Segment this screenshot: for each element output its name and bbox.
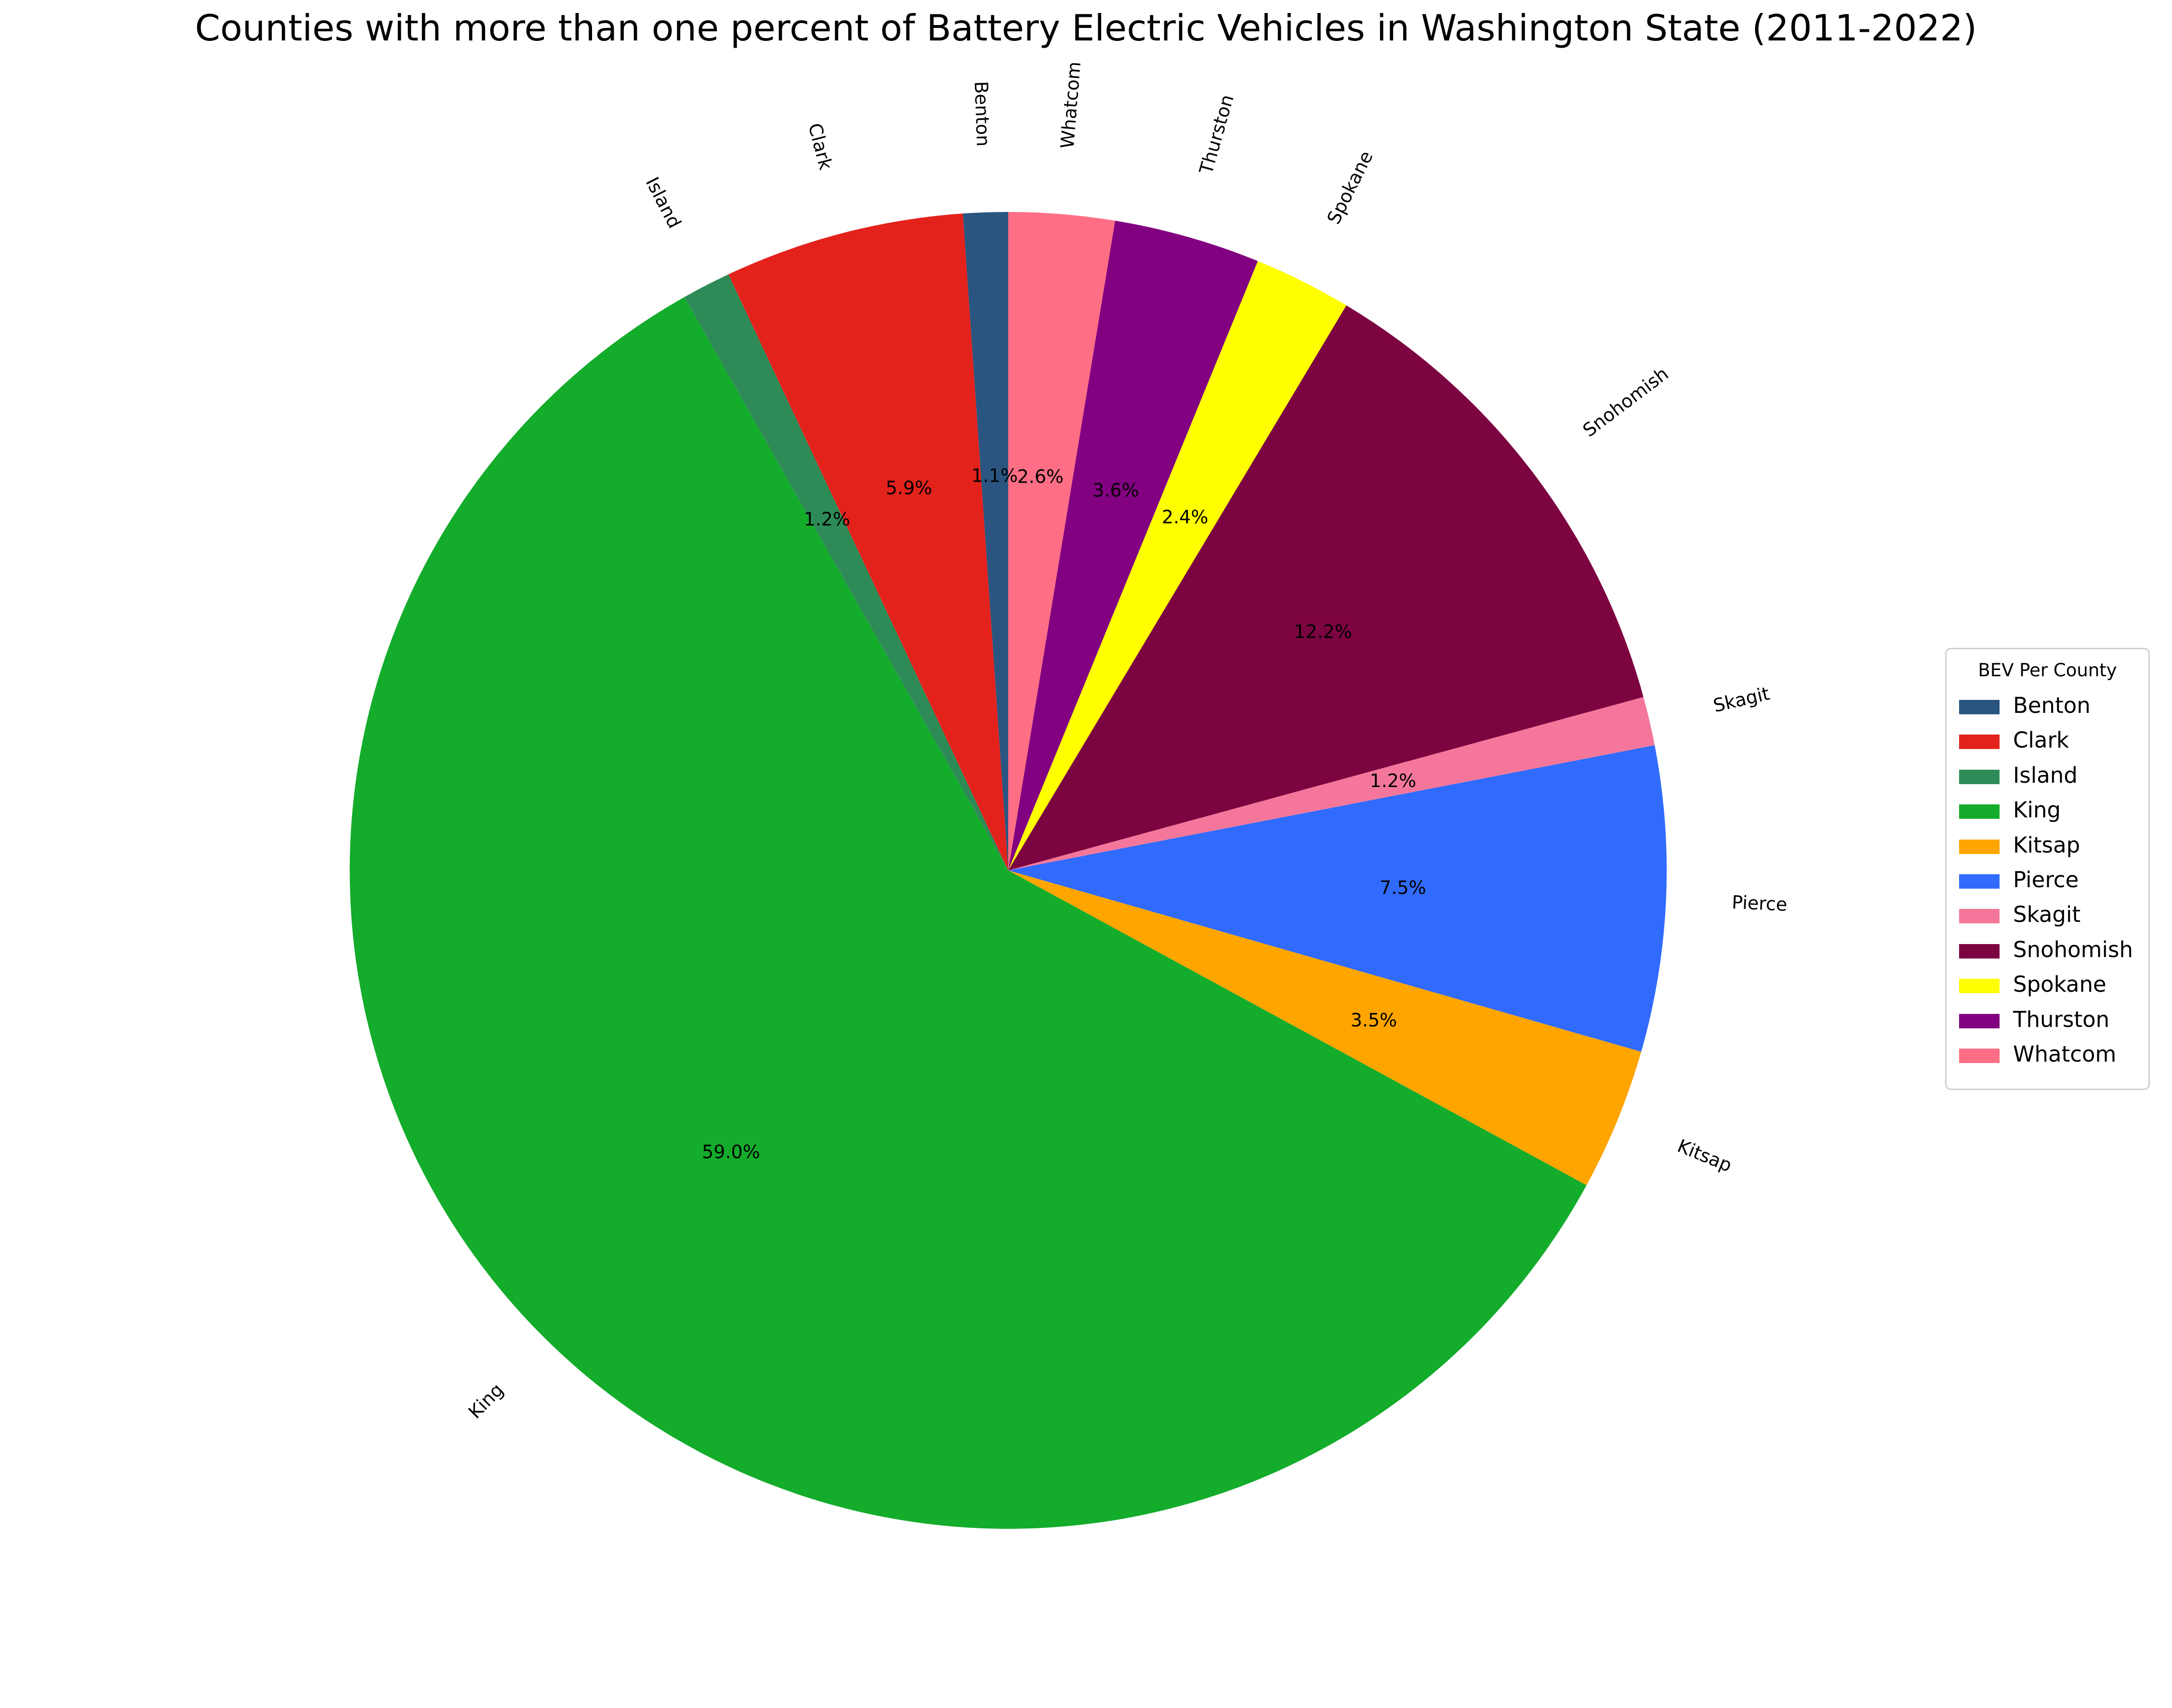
legend-item-king: King	[1959, 796, 2142, 831]
pct-label-whatcom: 2.6%	[1017, 466, 1064, 487]
slice-label-pierce: Pierce	[1731, 892, 1788, 915]
slice-skagit	[1008, 696, 1655, 870]
legend-label-skagit: Skagit	[2013, 902, 2081, 928]
legend-label-benton: Benton	[2013, 693, 2091, 718]
slice-label-island: Island	[642, 173, 685, 232]
slice-spokane	[1008, 261, 1346, 871]
slice-label-clark: Clark	[804, 121, 836, 172]
legend-swatch-clark	[1959, 735, 2000, 749]
legend-item-spokane: Spokane	[1959, 971, 2142, 1005]
legend-label-island: Island	[2013, 762, 2078, 788]
legend-swatch-island	[1959, 769, 2000, 784]
slice-clark	[728, 213, 1008, 870]
legend-label-snohomish: Snohomish	[2013, 936, 2133, 962]
pct-label-clark: 5.9%	[886, 477, 933, 499]
legend-swatch-king	[1959, 804, 2000, 819]
slice-label-benton: Benton	[970, 81, 994, 147]
slice-island	[684, 274, 1008, 870]
percent-labels: 1.1% 5.9% 1.2% 59.0% 3.5% 7.5% 1.2% 12.2% 2.4% 3.…	[702, 465, 1426, 1162]
legend: BEV Per County Benton Clark Island King Kits…	[1945, 648, 2150, 1090]
pie-slices	[350, 212, 1667, 1529]
pct-label-spokane: 2.4%	[1162, 507, 1209, 528]
slice-whatcom	[1008, 212, 1115, 870]
legend-item-pierce: Pierce	[1959, 866, 2142, 901]
legend-label-kitsap: Kitsap	[2013, 832, 2080, 858]
slice-label-thurston: Thurston	[1195, 92, 1238, 177]
legend-label-pierce: Pierce	[2013, 867, 2079, 893]
slice-label-kitsap: Kitsap	[1674, 1135, 1735, 1176]
legend-title: BEV Per County	[1978, 660, 2117, 681]
pct-label-pierce: 7.5%	[1380, 877, 1426, 898]
slice-label-king: King	[464, 1379, 508, 1423]
pct-label-skagit: 1.2%	[1370, 770, 1417, 791]
legend-label-clark: Clark	[2013, 727, 2069, 753]
legend-item-kitsap: Kitsap	[1959, 831, 2142, 866]
legend-swatch-thurston	[1959, 1013, 2000, 1028]
legend-item-benton: Benton	[1959, 692, 2142, 726]
legend-swatch-whatcom	[1959, 1049, 2000, 1063]
slice-benton	[962, 212, 1008, 870]
legend-item-island: Island	[1959, 762, 2142, 796]
legend-item-thurston: Thurston	[1959, 1006, 2142, 1040]
legend-swatch-kitsap	[1959, 839, 2000, 854]
legend-swatch-benton	[1959, 700, 2000, 714]
chart-title: Counties with more than one percent of B…	[195, 7, 1977, 49]
legend-label-spokane: Spokane	[2013, 972, 2106, 998]
legend-label-thurston: Thurston	[2013, 1006, 2110, 1032]
legend-swatch-snohomish	[1959, 944, 2000, 959]
slice-label-spokane: Spokane	[1323, 147, 1377, 227]
legend-label-king: King	[2013, 797, 2061, 823]
legend-item-skagit: Skagit	[1959, 901, 2142, 935]
pct-label-snohomish: 12.2%	[1294, 621, 1352, 642]
pct-label-thurston: 3.6%	[1093, 480, 1139, 501]
legend-item-clark: Clark	[1959, 726, 2142, 761]
slice-thurston	[1008, 221, 1258, 870]
pct-label-king: 59.0%	[702, 1141, 760, 1162]
legend-swatch-spokane	[1959, 979, 2000, 994]
legend-item-whatcom: Whatcom	[1959, 1040, 2142, 1075]
pct-label-island: 1.2%	[803, 509, 850, 530]
slice-label-skagit: Skagit	[1711, 683, 1771, 717]
slice-snohomish	[1008, 305, 1644, 871]
slice-kitsap	[1008, 870, 1642, 1185]
legend-swatch-pierce	[1959, 874, 2000, 889]
slice-king	[350, 297, 1587, 1529]
legend-swatch-skagit	[1959, 909, 2000, 924]
slice-label-snohomish: Snohomish	[1579, 363, 1672, 441]
slice-pierce	[1008, 745, 1667, 1052]
pct-label-kitsap: 3.5%	[1351, 1010, 1397, 1031]
legend-label-whatcom: Whatcom	[2013, 1041, 2117, 1067]
slice-label-whatcom: Whatcom	[1057, 61, 1085, 149]
legend-item-snohomish: Snohomish	[1959, 936, 2142, 971]
pct-label-benton: 1.1%	[971, 465, 1018, 486]
